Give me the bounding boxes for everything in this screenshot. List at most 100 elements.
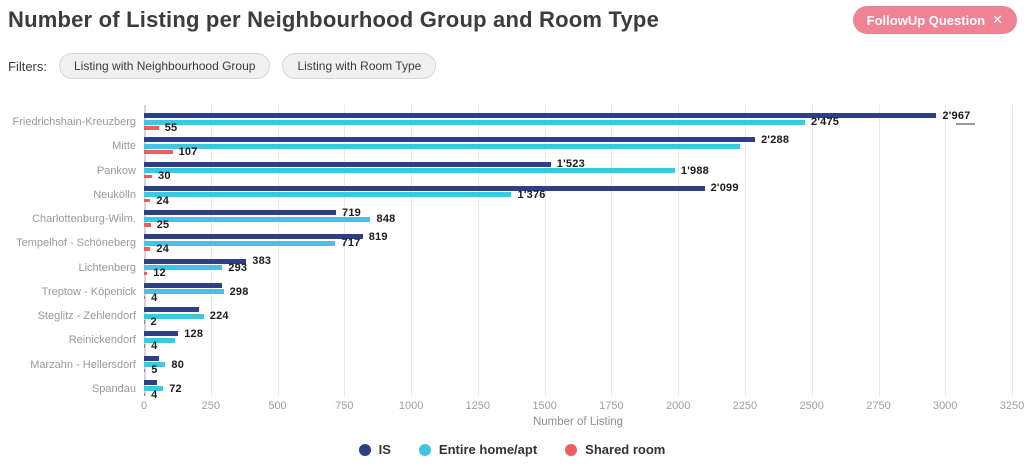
filter-chip-1[interactable]: Listing with Room Type [282,53,437,79]
bar-is[interactable] [144,137,756,143]
label-underline-mark [956,122,976,125]
bar-value-label: 293 [228,261,248,274]
x-tick-label-1000: 1000 [398,400,424,412]
gridline-750 [344,105,346,396]
bar-value-label: 128 [184,327,204,340]
bar-shared-room[interactable] [144,198,151,203]
bar-value-label: 4 [151,291,158,304]
x-axis-ticks: 0 250 500 750 1000 1250 1500 1750 2000 2250 2500 27… [140,400,1024,414]
chart-row-neuk-lln: 2'099 1'376 24 [144,178,1012,207]
bar-shared-room[interactable] [144,368,146,372]
chart-row-friedrichshain-kreuzberg: 2'967 2'475 55 [144,105,1012,134]
bar-value-label: 80 [171,358,185,371]
gridline-3250 [1012,105,1013,396]
bar-entire-home-apt[interactable] [144,168,675,173]
bar-value-label: 30 [158,170,171,183]
bar-is[interactable] [144,210,337,215]
x-tick-label-1500: 1500 [532,400,557,412]
x-tick-label-3000: 3000 [932,400,958,412]
bar-value-label: 2'099 [710,182,739,195]
bar-shared-room[interactable] [144,344,146,348]
category-label: Reinickendorf [68,334,136,347]
legend-dot-is [358,443,371,456]
legend-item-shared-room[interactable]: Shared room [565,442,665,457]
bar-entire-home-apt[interactable] [144,119,805,125]
gridline-500 [277,105,279,396]
bar-is[interactable] [144,379,157,385]
gridline-3000 [945,105,947,396]
x-tick-label-0: 0 [140,400,148,412]
bar-shared-room[interactable] [144,126,159,130]
chart-row-steglitz-zehlendorf: 224 2 [144,299,1012,328]
bar-is[interactable] [144,307,200,312]
bar-shared-room[interactable] [144,247,151,251]
gridline-1000 [411,105,413,396]
bar-value-label: 2'288 [761,133,790,146]
bar-shared-room[interactable] [144,392,146,397]
legend: IS Entire home/apt Shared room [0,442,1024,457]
bar-value-label: 1'523 [556,158,585,170]
bar-value-label: 848 [376,213,396,225]
bar-is[interactable] [144,161,551,167]
bar-entire-home-apt[interactable] [144,240,336,246]
legend-item-is[interactable]: IS [358,442,391,457]
bar-entire-home-apt[interactable] [144,265,223,270]
bar-entire-home-apt[interactable] [144,216,371,222]
bar-value-label: 383 [252,255,272,267]
bar-shared-room[interactable] [144,295,146,300]
plot-area: 2'967 2'475 55 2'288 107 1'523 1'988 30 2'099 1'3… [144,105,1013,401]
category-label: Friedrichshain-Kreuzberg [12,116,137,128]
bar-is[interactable] [144,185,705,191]
legend-dot-entire-home-apt [418,443,431,456]
x-tick-label-1750: 1750 [599,400,624,412]
bar-entire-home-apt[interactable] [144,289,224,295]
bar-shared-room[interactable] [144,271,148,275]
category-label: Lichtenberg [78,261,137,274]
filters-label: Filters: [8,58,47,74]
bar-shared-room[interactable] [144,320,145,324]
legend-dot-shared-room [565,443,578,456]
bar-entire-home-apt[interactable] [144,192,512,198]
gridline-2000 [678,105,680,396]
category-label: Mitte [112,140,136,153]
bar-entire-home-apt[interactable] [144,337,175,343]
followup-question-button[interactable]: FollowUp Question ✕ [852,6,1017,34]
x-tick-label-2250: 2250 [732,400,758,412]
bar-value-label: 717 [341,237,361,250]
bar-value-label: 819 [368,230,388,243]
x-tick-label-2500: 2500 [799,400,824,412]
bar-is[interactable] [144,258,247,264]
bar-shared-room[interactable] [144,150,173,154]
bar-entire-home-apt[interactable] [144,362,166,367]
category-label: Tempelhof - Schöneberg [16,237,136,250]
bar-shared-room[interactable] [144,174,152,178]
legend-item-entire-home-apt[interactable]: Entire home/apt [418,442,537,457]
chart-row-charlottenburg-wilm: 719 848 25 [144,202,1012,231]
bar-is[interactable] [144,331,179,337]
filters-bar: Filters: Listing with Neighbourhood Grou… [8,53,437,79]
chart-row-marzahn-hellersdorf: 80 5 [144,348,1012,376]
bar-is[interactable] [144,113,937,118]
chart-row-tempelhof-sch-neberg: 819 717 24 [144,226,1012,255]
bar-is[interactable] [144,355,160,361]
bar-is[interactable] [144,282,222,288]
bar-shared-room[interactable] [144,223,151,227]
bar-value-label: 2 [150,315,157,328]
category-label: Spandau [91,382,136,395]
bar-value-label: 5 [151,364,158,377]
filter-chip-0[interactable]: Listing with Neighbourhood Group [59,53,271,79]
bar-entire-home-apt[interactable] [144,143,740,149]
bar-entire-home-apt[interactable] [144,313,204,319]
x-tick-label-2000: 2000 [665,400,691,412]
bar-value-label: 2'967 [942,109,971,122]
close-icon[interactable]: ✕ [992,12,1003,27]
followup-question-label: FollowUp Question [866,12,986,28]
bar-entire-home-apt[interactable] [144,386,164,392]
gridline-1750 [611,105,613,396]
bar-is[interactable] [144,234,363,240]
chart-row-spandau: 72 4 [144,372,1012,401]
bar-value-label: 24 [156,194,170,207]
bar-value-label: 2'475 [811,116,840,128]
bar-value-label: 224 [209,310,229,322]
bar-chart: Friedrichshain-Kreuzberg Mitte Pankow Neukö… [0,95,1024,474]
